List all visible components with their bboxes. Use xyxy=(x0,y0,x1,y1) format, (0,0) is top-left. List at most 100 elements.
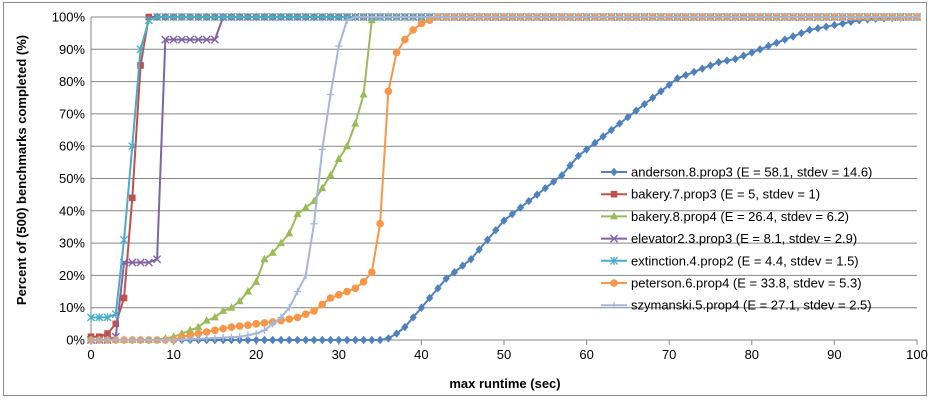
data-point xyxy=(194,35,203,44)
data-point xyxy=(277,313,285,321)
legend-label: elevator2.3.prop3 (E = 8.1, stdev = 2.9) xyxy=(631,231,857,246)
x-tick-label: 80 xyxy=(745,347,759,362)
data-point xyxy=(434,13,442,21)
data-point xyxy=(748,48,756,57)
data-point xyxy=(260,319,269,327)
data-point xyxy=(128,142,137,151)
data-point xyxy=(235,12,244,22)
data-point xyxy=(632,13,640,21)
legend-item: peterson.6.prop4 (E = 33.8, stdev = 5.3) xyxy=(601,276,862,291)
data-point xyxy=(665,13,673,21)
x-tick-label: 70 xyxy=(662,347,676,362)
data-point xyxy=(318,12,327,22)
data-point xyxy=(409,313,417,322)
legend-marker xyxy=(609,234,619,243)
x-tick-label: 30 xyxy=(332,347,346,362)
data-point xyxy=(136,45,145,54)
data-point xyxy=(268,12,277,22)
data-point xyxy=(657,13,665,21)
y-tick-label: 10% xyxy=(59,300,85,315)
data-point xyxy=(120,294,128,302)
data-point xyxy=(467,13,475,21)
data-point xyxy=(137,62,144,69)
data-point xyxy=(203,334,211,342)
data-point xyxy=(442,274,450,283)
y-tick-label: 30% xyxy=(59,236,85,251)
data-point xyxy=(227,303,236,311)
data-point xyxy=(351,284,360,293)
data-point xyxy=(822,13,830,21)
data-point xyxy=(723,13,731,21)
data-point xyxy=(640,100,649,109)
data-point xyxy=(194,322,203,331)
data-point xyxy=(632,106,640,115)
data-point xyxy=(318,183,327,192)
data-point xyxy=(591,138,599,148)
data-point xyxy=(459,13,467,21)
data-point xyxy=(103,313,112,322)
data-point xyxy=(161,35,170,44)
data-point xyxy=(417,13,425,21)
data-point xyxy=(450,267,459,277)
data-point xyxy=(252,320,260,328)
data-point xyxy=(896,13,905,21)
data-point xyxy=(847,13,855,21)
data-point xyxy=(326,294,335,302)
data-point xyxy=(268,248,277,256)
data-point xyxy=(112,336,120,344)
data-point xyxy=(698,13,706,21)
data-point xyxy=(607,13,615,21)
y-tick-label: 60% xyxy=(59,139,85,154)
data-point xyxy=(723,56,731,65)
data-point xyxy=(202,328,211,336)
data-point xyxy=(839,19,847,28)
data-point xyxy=(690,67,698,77)
data-point xyxy=(624,112,632,122)
data-point xyxy=(500,216,508,225)
data-point xyxy=(426,13,434,21)
data-point xyxy=(483,13,492,21)
data-point xyxy=(706,13,715,21)
data-point xyxy=(309,12,319,22)
data-point xyxy=(269,320,277,328)
data-point xyxy=(566,161,574,170)
data-point xyxy=(153,12,162,22)
data-point xyxy=(913,13,921,21)
legend: anderson.8.prop3 (E = 58.1, stdev = 14.6… xyxy=(601,165,872,313)
data-point xyxy=(748,13,756,21)
data-point xyxy=(186,335,194,343)
data-point xyxy=(739,51,748,60)
data-point xyxy=(797,28,805,38)
data-point xyxy=(285,228,294,237)
data-point xyxy=(401,13,409,21)
data-point xyxy=(169,12,178,22)
data-point xyxy=(326,12,335,22)
data-point xyxy=(310,335,318,345)
data-point xyxy=(227,333,236,341)
data-point xyxy=(318,300,327,309)
data-point xyxy=(343,16,351,24)
data-point xyxy=(194,335,202,343)
data-point xyxy=(343,335,351,345)
data-point xyxy=(260,12,269,22)
axes: 0% 10% 20% 30% 40% 50% 60% 70% 80% 90% 100% 0 10 20 30… xyxy=(52,10,928,363)
x-axis-title: max runtime (sec) xyxy=(449,376,560,391)
data-point xyxy=(392,48,401,57)
data-point xyxy=(797,13,805,21)
data-point xyxy=(533,190,541,199)
data-point xyxy=(698,64,706,73)
data-point xyxy=(541,183,549,193)
legend-label: szymanski.5.prop4 (E = 27.1, stdev = 2.5… xyxy=(631,298,872,313)
data-point xyxy=(310,220,318,228)
legend-marker xyxy=(610,279,618,287)
data-point xyxy=(673,74,682,83)
data-point xyxy=(706,61,715,70)
data-point xyxy=(252,329,260,338)
data-point xyxy=(376,13,384,21)
y-tick-label: 70% xyxy=(59,106,85,121)
data-point xyxy=(384,87,393,96)
data-point xyxy=(525,196,533,206)
data-point xyxy=(359,278,368,286)
data-point xyxy=(409,13,417,21)
data-point xyxy=(690,13,698,21)
